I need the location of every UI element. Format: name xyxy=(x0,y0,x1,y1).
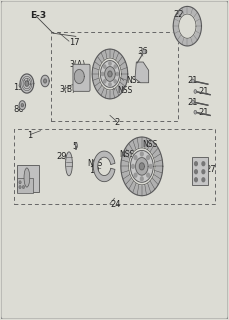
Text: 5: 5 xyxy=(72,142,78,151)
Polygon shape xyxy=(131,150,153,182)
Circle shape xyxy=(142,50,146,54)
Polygon shape xyxy=(92,49,128,99)
Polygon shape xyxy=(44,79,46,83)
Text: NSS: NSS xyxy=(117,86,132,95)
Polygon shape xyxy=(129,148,155,185)
Polygon shape xyxy=(136,158,148,175)
Text: 3(B): 3(B) xyxy=(60,85,76,94)
Polygon shape xyxy=(108,71,112,77)
Circle shape xyxy=(19,186,21,189)
Polygon shape xyxy=(135,62,149,83)
Ellipse shape xyxy=(65,152,72,176)
FancyBboxPatch shape xyxy=(73,64,90,91)
Text: E-3: E-3 xyxy=(30,12,46,20)
Text: 21: 21 xyxy=(187,98,198,107)
Text: 27: 27 xyxy=(205,165,216,174)
Circle shape xyxy=(104,80,106,83)
Polygon shape xyxy=(121,137,163,196)
Circle shape xyxy=(116,72,119,76)
Circle shape xyxy=(192,79,194,83)
Circle shape xyxy=(75,143,77,146)
Text: 3(A): 3(A) xyxy=(69,60,85,69)
Text: 21: 21 xyxy=(199,87,209,96)
Text: NSS: NSS xyxy=(119,150,134,159)
Polygon shape xyxy=(179,14,196,38)
Circle shape xyxy=(194,90,197,93)
Circle shape xyxy=(147,173,150,177)
Polygon shape xyxy=(25,81,29,86)
Circle shape xyxy=(202,162,205,166)
Circle shape xyxy=(195,178,197,182)
Circle shape xyxy=(140,152,143,156)
Polygon shape xyxy=(19,101,25,110)
Bar xyxy=(17,165,39,192)
Text: 29: 29 xyxy=(57,152,67,161)
Circle shape xyxy=(114,80,116,83)
Text: 86: 86 xyxy=(13,105,24,114)
Circle shape xyxy=(194,110,197,114)
Circle shape xyxy=(195,170,197,174)
Circle shape xyxy=(109,62,111,65)
Circle shape xyxy=(134,173,137,177)
Text: 21: 21 xyxy=(187,76,198,85)
Circle shape xyxy=(202,170,205,174)
Circle shape xyxy=(202,178,205,182)
Circle shape xyxy=(192,100,194,104)
Bar xyxy=(17,178,33,194)
Polygon shape xyxy=(74,69,84,84)
Text: 24: 24 xyxy=(110,200,120,209)
Circle shape xyxy=(22,186,25,189)
Text: 21: 21 xyxy=(199,108,209,117)
Bar xyxy=(51,32,178,121)
Text: 10: 10 xyxy=(90,166,100,175)
Text: 19: 19 xyxy=(13,83,24,92)
Polygon shape xyxy=(173,6,202,46)
Text: 1: 1 xyxy=(27,131,32,140)
Circle shape xyxy=(104,65,106,68)
Polygon shape xyxy=(100,60,120,87)
Ellipse shape xyxy=(24,168,30,187)
Bar xyxy=(192,157,208,186)
Text: NSS: NSS xyxy=(126,76,141,85)
Polygon shape xyxy=(20,74,34,93)
Bar xyxy=(14,129,215,204)
Text: 22: 22 xyxy=(174,10,184,19)
Circle shape xyxy=(19,181,21,184)
Polygon shape xyxy=(41,75,49,87)
Text: 17: 17 xyxy=(69,38,80,47)
Circle shape xyxy=(147,156,150,159)
Circle shape xyxy=(149,164,152,168)
Text: 2: 2 xyxy=(114,118,120,127)
Circle shape xyxy=(140,177,143,181)
Polygon shape xyxy=(98,58,121,90)
Text: 36: 36 xyxy=(137,47,148,56)
Polygon shape xyxy=(21,104,23,107)
Circle shape xyxy=(134,156,137,159)
Text: 6: 6 xyxy=(22,166,28,175)
Polygon shape xyxy=(105,67,115,81)
Polygon shape xyxy=(139,163,144,170)
Circle shape xyxy=(114,65,116,68)
Text: NSS: NSS xyxy=(142,140,157,149)
Circle shape xyxy=(195,162,197,166)
Circle shape xyxy=(101,72,104,76)
Circle shape xyxy=(109,83,111,86)
Text: NSS: NSS xyxy=(87,159,102,168)
Polygon shape xyxy=(93,151,115,182)
Circle shape xyxy=(132,164,134,168)
